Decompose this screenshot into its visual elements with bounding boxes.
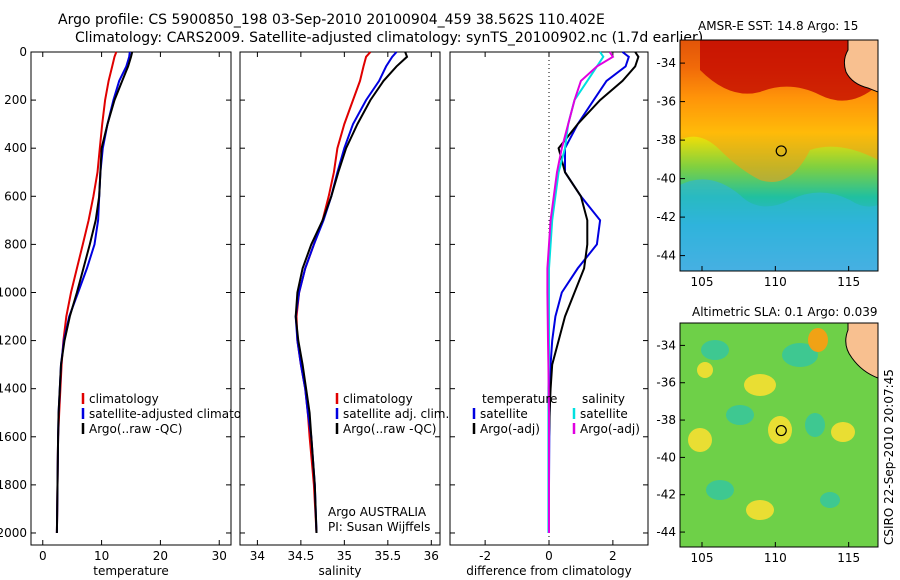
temp-xtick-label: 0	[39, 549, 47, 563]
legend-label: temperature	[482, 392, 557, 406]
sal-frame	[239, 51, 441, 546]
ytick-label: 400	[4, 141, 27, 155]
temp-xtick-label: 20	[153, 549, 168, 563]
temp-xtick-label: 30	[212, 549, 227, 563]
legend-label: climatology	[343, 392, 413, 406]
argo-annotation: Argo AUSTRALIA	[328, 505, 427, 519]
diff-xtick-label: 2	[609, 549, 617, 563]
sst-cool-eddy	[680, 179, 878, 271]
temperature-panel: 0 200 400 600 800 1000 1200 1400 1600 1800 2000 0 10…	[0, 45, 267, 578]
ytick-label: 1800	[0, 478, 27, 492]
legend-label: satellite	[480, 407, 528, 421]
temp-xtick-label: 10	[94, 549, 109, 563]
sst-hot-core	[700, 40, 878, 101]
sla-map-panel: Altimetric SLA: 0.1 Argo: 0.039	[656, 305, 896, 565]
ytick-label: 2000	[0, 526, 27, 540]
sst-xtick-label: 110	[764, 275, 787, 289]
ytick-label: 600	[4, 189, 27, 203]
sst-ytick-label: -42	[656, 210, 676, 224]
sal-xtick-label: 35.5	[374, 549, 401, 563]
sla-ytick-label: -34	[656, 338, 676, 352]
sal-xtick-label: 34	[250, 549, 265, 563]
ytick-label: 200	[4, 93, 27, 107]
argo-annotation: PI: Susan Wijffels	[328, 520, 430, 534]
sal-xtick-label: 34.5	[288, 549, 315, 563]
sst-ytick-label: -40	[656, 172, 676, 186]
sst-map-panel: AMSR-E SST: 14.8 Argo: 15 -34 -36 -38 -40 -4…	[656, 19, 879, 289]
sla-xtick-label: 115	[837, 551, 860, 565]
legend-label: satellite	[580, 407, 628, 421]
sst-ytick-label: -36	[656, 95, 676, 109]
ytick-label: 1600	[0, 430, 27, 444]
temp-series-line	[55, 51, 134, 534]
sla-ytick-label: -40	[656, 450, 676, 464]
legend-label: satellite adj. clim.	[343, 407, 449, 421]
title-line-2: Climatology: CARS2009. Satellite-adjuste…	[75, 30, 703, 46]
sla-argo-marker	[775, 424, 787, 437]
sst-xtick-label: 115	[837, 275, 860, 289]
sal-series-line	[294, 51, 409, 534]
legend-label: Argo(-adj)	[480, 422, 540, 436]
sal-xtick-label: 35	[337, 549, 352, 563]
sst-ytick-label: -38	[656, 133, 676, 147]
sst-map-title: AMSR-E SST: 14.8 Argo: 15	[698, 19, 858, 33]
legend-label: satellite-adjusted climatology	[89, 407, 267, 421]
diff-xtick-label: 0	[545, 549, 553, 563]
diff-xtick-label: -2	[479, 549, 491, 563]
sla-ytick-label: -38	[656, 413, 676, 427]
diff-series-line	[548, 51, 640, 533]
sal-series-line	[294, 51, 398, 534]
sst-xtick-label: 105	[691, 275, 714, 289]
sst-ytick-label: -34	[656, 56, 676, 70]
sst-map-frame	[679, 39, 879, 272]
ytick-label: 800	[4, 237, 27, 251]
ytick-label: 0	[19, 45, 27, 59]
legend-label: Argo(..raw -QC)	[89, 422, 182, 436]
sla-ytick-label: -36	[656, 376, 676, 390]
legend-label: Argo(..raw -QC)	[343, 422, 436, 436]
ytick-label: 1000	[0, 285, 27, 299]
ytick-label: 1400	[0, 382, 27, 396]
sal-xlabel: salinity	[318, 564, 361, 578]
sla-xtick-label: 105	[691, 551, 714, 565]
sla-map-title: Altimetric SLA: 0.1 Argo: 0.039	[692, 305, 877, 319]
sla-ytick-label: -44	[656, 525, 676, 539]
temp-frame	[30, 51, 232, 546]
sla-blobs	[688, 328, 855, 520]
sst-ytick-label: -44	[656, 249, 676, 263]
sla-map-frame	[679, 322, 879, 548]
sla-land	[845, 323, 878, 379]
sla-ytick-label: -42	[656, 488, 676, 502]
diff-series-line	[546, 51, 615, 533]
legend-label: Argo(-adj)	[580, 422, 640, 436]
sal-xtick-label: 36	[424, 549, 439, 563]
diff-xlabel: difference from climatology	[466, 564, 632, 578]
sla-xtick-label: 110	[764, 551, 787, 565]
title-line-1: Argo profile: CS 5900850_198 03-Sep-2010…	[58, 12, 605, 28]
csiro-timestamp: CSIRO 22-Sep-2010 20:07:45	[882, 369, 896, 545]
salinity-panel: 34 34.5 35 35.5 36 salinity climatologysatelli…	[239, 51, 449, 578]
legend-label: salinity	[582, 392, 625, 406]
sst-argo-marker	[775, 145, 787, 157]
ytick-label: 1200	[0, 334, 27, 348]
legend-label: climatology	[89, 392, 159, 406]
temp-xlabel: temperature	[93, 564, 168, 578]
sst-land	[843, 40, 878, 93]
